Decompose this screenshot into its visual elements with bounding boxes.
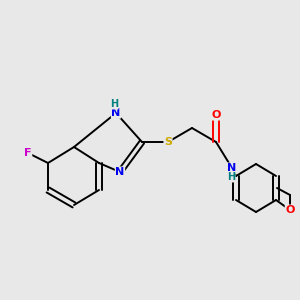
- Text: N: N: [227, 163, 237, 173]
- Text: F: F: [24, 148, 32, 158]
- Text: N: N: [111, 108, 121, 118]
- Text: S: S: [164, 137, 172, 147]
- Text: O: O: [211, 110, 221, 120]
- Text: H: H: [227, 172, 235, 182]
- Text: O: O: [285, 205, 295, 215]
- Text: H: H: [110, 99, 118, 109]
- Text: N: N: [116, 167, 124, 177]
